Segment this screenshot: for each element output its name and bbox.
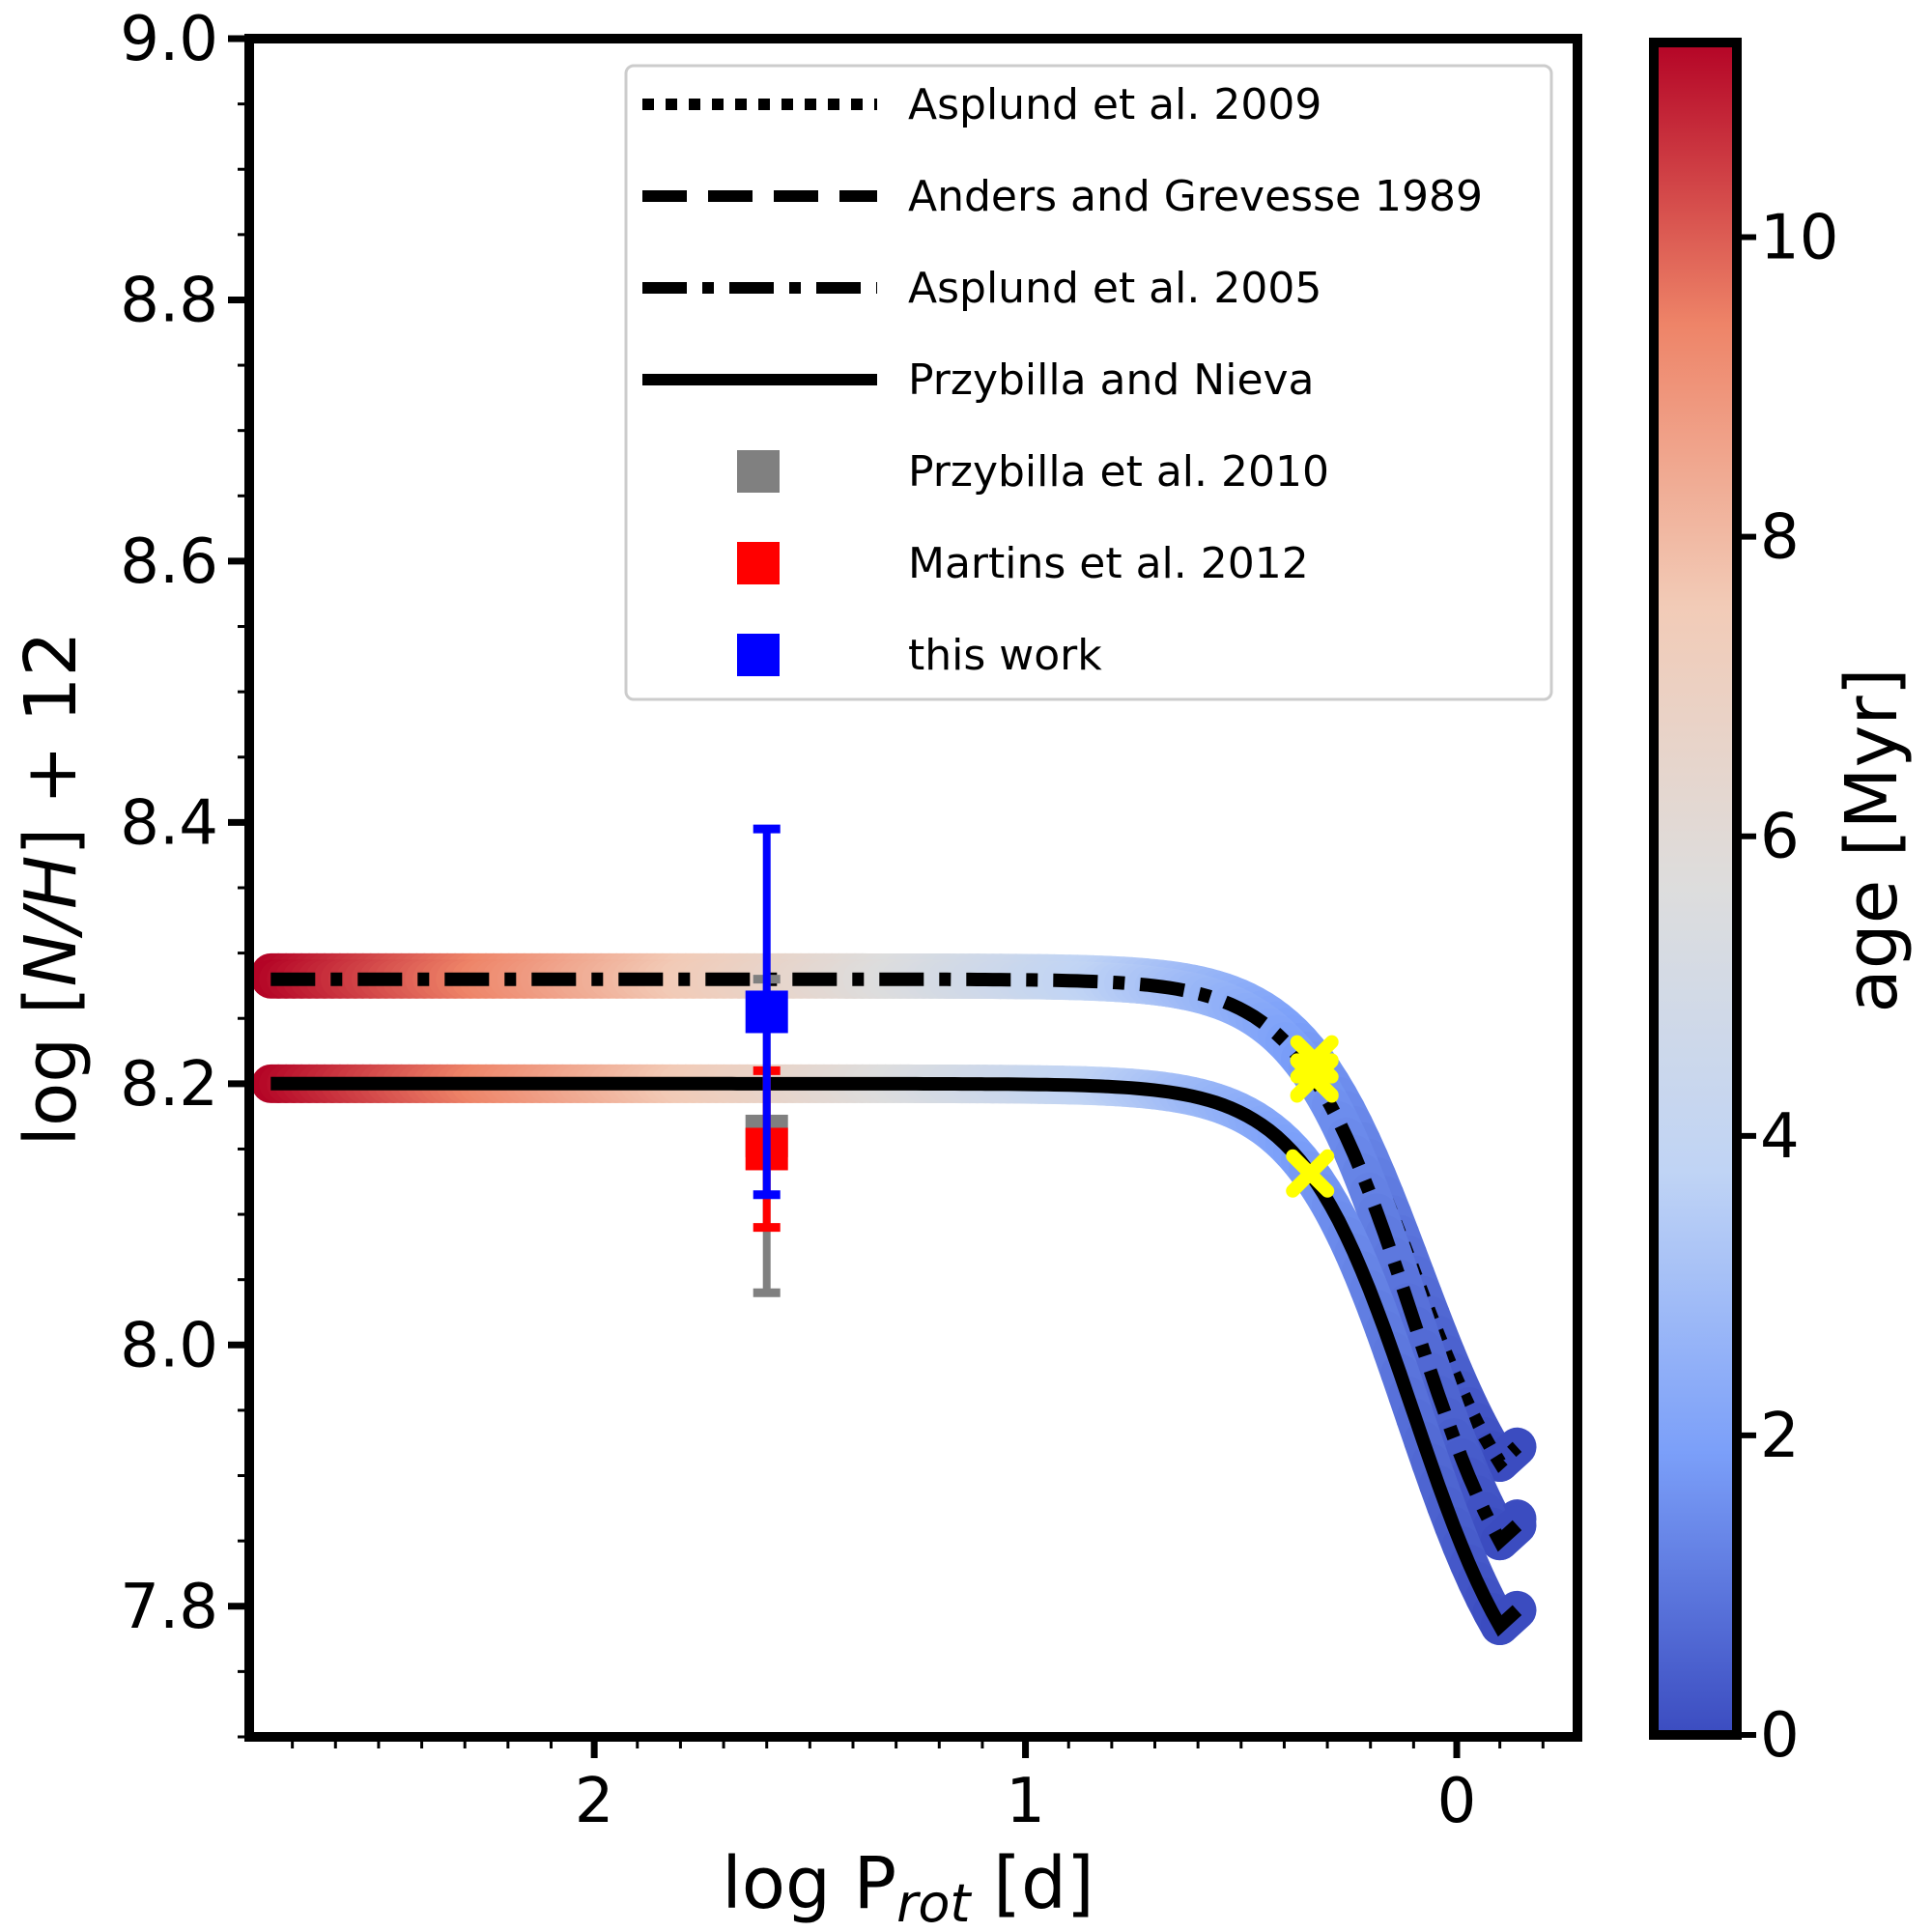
legend-entry: this work <box>737 631 1102 680</box>
colorbar-tick-label: 4 <box>1760 1101 1800 1173</box>
legend-entry: Przybilla et al. 2010 <box>737 447 1329 497</box>
legend-label: Przybilla and Nieva <box>908 355 1315 405</box>
y-axis-label: log [N/H] + 12 <box>10 631 93 1146</box>
colorbar-tick-label: 8 <box>1760 502 1800 574</box>
legend-swatch <box>737 450 780 493</box>
x-tick-label: 2 <box>575 1766 614 1837</box>
legend-label: Anders and Grevesse 1989 <box>908 172 1483 221</box>
colorbar-gradient <box>1654 43 1737 1735</box>
legend-label: Przybilla et al. 2010 <box>908 447 1329 497</box>
legend-entry: Przybilla and Nieva <box>642 355 1315 405</box>
y-tick-label: 8.4 <box>120 787 218 859</box>
colorbar-frame <box>1649 38 1742 1740</box>
legend-label: Asplund et al. 2009 <box>908 80 1321 129</box>
y-tick-label: 8.2 <box>120 1049 218 1121</box>
observation-point <box>745 824 788 1200</box>
y-tick-label: 9.0 <box>120 4 218 75</box>
y-tick-label: 7.8 <box>120 1572 218 1643</box>
track-color-band <box>251 1064 1537 1646</box>
colorbar-tick-label: 0 <box>1760 1700 1800 1772</box>
x-tick-label: 1 <box>1006 1766 1045 1837</box>
legend-entry: Anders and Grevesse 1989 <box>642 172 1483 221</box>
x-axis-label: log Prot [d] <box>722 1842 1094 1932</box>
legend-swatch <box>737 542 780 584</box>
series-line-solid <box>270 1076 1522 1637</box>
colorbar-tick-label: 10 <box>1760 203 1838 274</box>
legend-label: this work <box>908 631 1102 680</box>
legend: Asplund et al. 2009 Anders and Grevesse 1… <box>624 64 1553 701</box>
legend-label: Martins et al. 2012 <box>908 539 1309 588</box>
legend-label: Asplund et al. 2005 <box>908 264 1321 313</box>
colorbar: 0 2 4 6 8 10 age [Myr] <box>1649 38 1914 1772</box>
x-axis-label-subscript: rot <box>896 1873 972 1932</box>
legend-entry: Asplund et al. 2005 <box>642 264 1321 313</box>
x-tick-label: 0 <box>1437 1766 1477 1837</box>
age-marker <box>1286 1149 1335 1198</box>
legend-swatch <box>737 634 780 676</box>
colorbar-tick-label: 2 <box>1760 1401 1800 1472</box>
colorbar-label: age [Myr] <box>1831 668 1914 1012</box>
observation-marker <box>745 990 788 1034</box>
age-marker <box>1290 1054 1339 1103</box>
y-tick-label: 8.0 <box>120 1310 218 1381</box>
y-tick-label: 8.6 <box>120 526 218 598</box>
colorbar-tick-label: 6 <box>1760 802 1800 873</box>
legend-frame <box>624 64 1553 701</box>
legend-entry: Martins et al. 2012 <box>737 539 1309 588</box>
y-tick-label: 8.8 <box>120 265 218 336</box>
legend-entry: Asplund et al. 2009 <box>642 80 1321 129</box>
plot-frame <box>244 34 1582 1742</box>
